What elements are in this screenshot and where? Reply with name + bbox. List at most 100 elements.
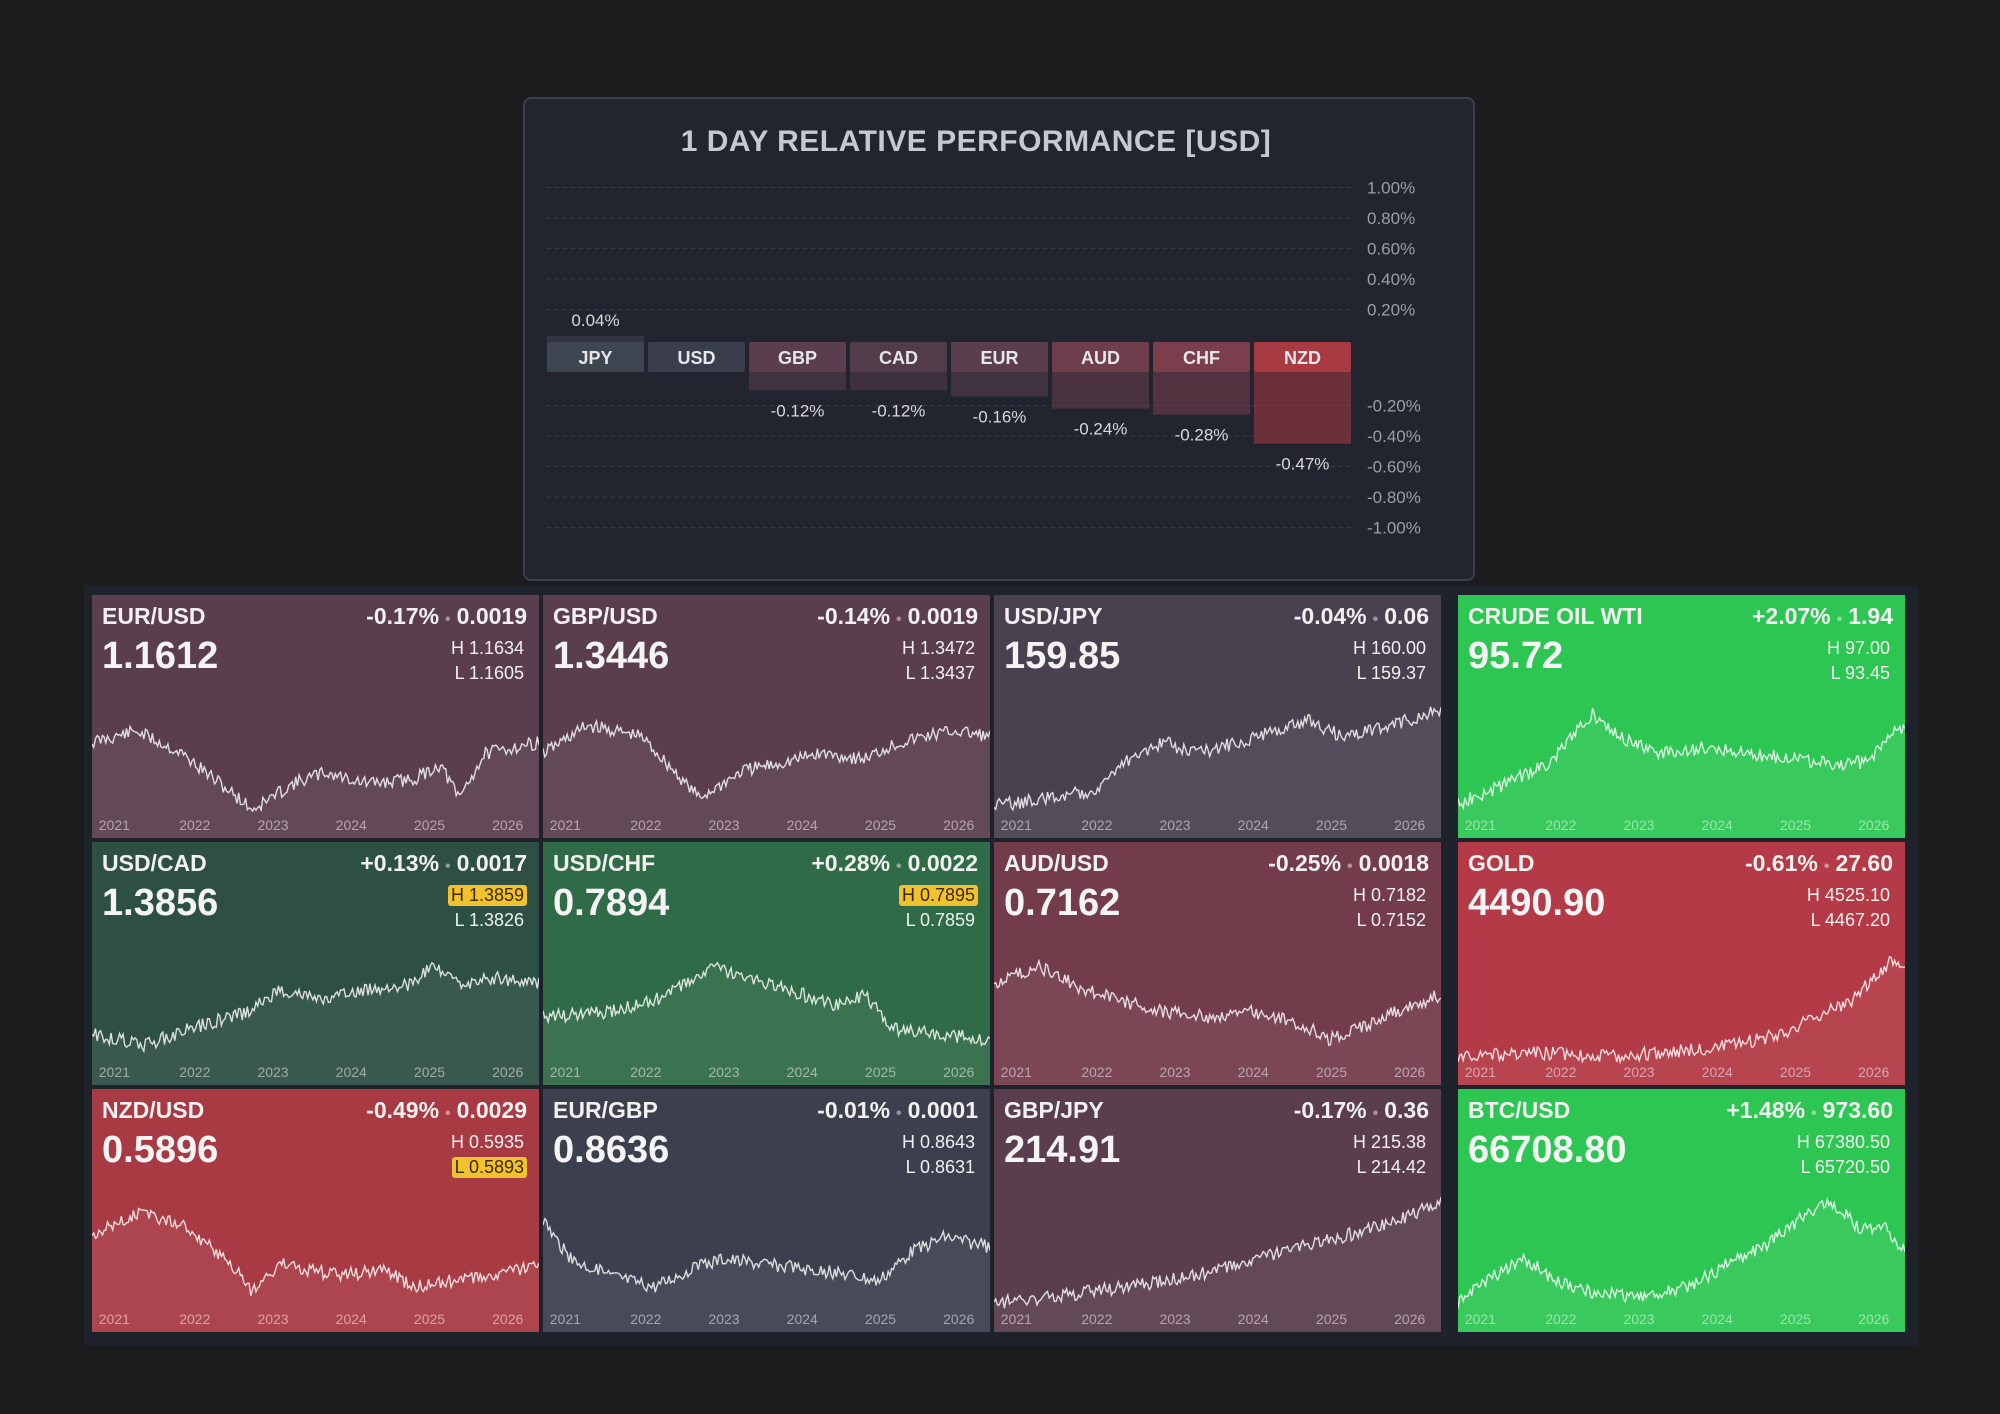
currency-label: GBP bbox=[778, 348, 817, 368]
absolute-change: 0.0018 bbox=[1358, 850, 1429, 876]
year-label: 2022 bbox=[179, 1311, 211, 1327]
day-high: H 67380.50 bbox=[1796, 1132, 1890, 1152]
price-sparkline bbox=[994, 958, 1441, 1085]
currency-label-box bbox=[749, 342, 846, 372]
ticker-tile[interactable]: GBP/USD -0.14% • 0.0019 1.3446 H 1.3472 L 1.34… bbox=[543, 595, 990, 838]
absolute-change: 0.36 bbox=[1384, 1097, 1429, 1123]
y-tick-label: -0.60% bbox=[1367, 458, 1421, 477]
percent-change: -0.01% bbox=[817, 1097, 891, 1123]
sparkline-line bbox=[92, 1207, 539, 1296]
year-label: 2021 bbox=[1464, 1064, 1496, 1080]
year-label: 2023 bbox=[257, 1311, 289, 1327]
separator-dot: • bbox=[445, 1105, 451, 1122]
year-label: 2025 bbox=[1779, 817, 1812, 833]
sparkline-line bbox=[543, 1217, 990, 1293]
ticker-tile[interactable]: GOLD -0.61% • 27.60 4490.90 H 4525.10 L 4467.2… bbox=[1458, 842, 1905, 1085]
last-price: 0.7894 bbox=[553, 882, 670, 924]
year-label: 2025 bbox=[1779, 1311, 1812, 1327]
sparkline-area bbox=[1458, 708, 1905, 838]
price-sparkline bbox=[1458, 1196, 1905, 1332]
absolute-change: 0.0019 bbox=[456, 603, 527, 629]
year-label: 2022 bbox=[630, 1311, 662, 1327]
ticker-tile[interactable]: BTC/USD +1.48% • 973.60 66708.80 H 67380.50 L … bbox=[1458, 1089, 1905, 1332]
y-tick-label: -0.80% bbox=[1367, 488, 1421, 507]
y-tick-label: 1.00% bbox=[1367, 179, 1415, 198]
absolute-change: 973.60 bbox=[1822, 1097, 1893, 1123]
absolute-change: 0.0029 bbox=[456, 1097, 527, 1123]
last-price: 95.72 bbox=[1468, 635, 1564, 677]
change-readout: -0.17% • 0.0019 bbox=[366, 603, 527, 630]
year-label: 2021 bbox=[98, 1064, 130, 1080]
currency-label: CHF bbox=[1183, 348, 1220, 368]
y-tick-label: -1.00% bbox=[1367, 519, 1421, 538]
year-label: 2025 bbox=[1315, 817, 1348, 833]
day-low: L 0.7152 bbox=[1356, 910, 1426, 930]
year-label: 2025 bbox=[864, 817, 897, 833]
day-high: H 0.7182 bbox=[1352, 885, 1426, 905]
year-label: 2022 bbox=[1081, 1064, 1113, 1080]
currency-label-box bbox=[648, 342, 745, 372]
year-axis: 2021 2022 2023 2024 2025 2026 bbox=[92, 1311, 539, 1329]
sparkline-area bbox=[994, 706, 1441, 838]
currency-label-box bbox=[1254, 342, 1351, 372]
ticker-tile[interactable]: EUR/GBP -0.01% • 0.0001 0.8636 H 0.8643 L 0.86… bbox=[543, 1089, 990, 1332]
day-low: L 1.1605 bbox=[454, 663, 524, 683]
year-label: 2024 bbox=[786, 1311, 818, 1327]
year-label: 2024 bbox=[1237, 1064, 1269, 1080]
ticker-tile[interactable]: CRUDE OIL WTI +2.07% • 1.94 95.72 H 97.00 L 93… bbox=[1458, 595, 1905, 838]
sparkline-area bbox=[92, 726, 539, 838]
change-readout: -0.04% • 0.06 bbox=[1294, 603, 1429, 630]
bar bbox=[1153, 372, 1250, 415]
year-label: 2026 bbox=[1858, 817, 1890, 833]
ticker-tile[interactable]: GBP/JPY -0.17% • 0.36 214.91 H 215.38 L 214.42… bbox=[994, 1089, 1441, 1332]
relative-performance-panel: 1 DAY RELATIVE PERFORMANCE [USD] 1.00% 0.… bbox=[523, 97, 1475, 581]
year-axis: 2021 2022 2023 2024 2025 2026 bbox=[1458, 817, 1905, 835]
ticker-tile[interactable]: USD/CHF +0.28% • 0.0022 0.7894 H 0.7895 L 0.78… bbox=[543, 842, 990, 1085]
absolute-change: 1.94 bbox=[1848, 603, 1893, 629]
sparkline-area bbox=[994, 960, 1441, 1085]
separator-dot: • bbox=[896, 858, 902, 875]
year-axis: 2021 2022 2023 2024 2025 2026 bbox=[1458, 1311, 1905, 1329]
year-label: 2024 bbox=[1701, 817, 1733, 833]
last-price: 66708.80 bbox=[1468, 1129, 1627, 1171]
absolute-change: 0.0019 bbox=[907, 603, 978, 629]
ticker-symbol: CRUDE OIL WTI bbox=[1468, 603, 1643, 629]
year-label: 2026 bbox=[943, 1064, 975, 1080]
ticker-symbol: GBP/USD bbox=[553, 603, 658, 629]
sparkline-area bbox=[1458, 1199, 1905, 1332]
percent-change: +1.48% bbox=[1726, 1097, 1806, 1123]
sparkline-line bbox=[543, 961, 990, 1047]
ticker-tile[interactable]: USD/CAD +0.13% • 0.0017 1.3856 H 1.3859 L 1.38… bbox=[92, 842, 539, 1085]
sparkline-line bbox=[543, 718, 990, 800]
year-label: 2024 bbox=[1237, 817, 1269, 833]
year-label: 2026 bbox=[943, 817, 975, 833]
ticker-symbol: AUD/USD bbox=[1004, 850, 1109, 876]
year-label: 2022 bbox=[179, 817, 211, 833]
year-label: 2022 bbox=[1545, 1311, 1577, 1327]
year-label: 2022 bbox=[1081, 1311, 1113, 1327]
ticker-tile[interactable]: AUD/USD -0.25% • 0.0018 0.7162 H 0.7182 L 0.71… bbox=[994, 842, 1441, 1085]
ticker-symbol: BTC/USD bbox=[1468, 1097, 1571, 1123]
currency-label-box bbox=[850, 342, 947, 372]
year-label: 2025 bbox=[864, 1311, 897, 1327]
sparkline-line bbox=[92, 961, 539, 1054]
year-label: 2021 bbox=[1464, 817, 1496, 833]
ticker-symbol: USD/CAD bbox=[102, 850, 207, 876]
ticker-symbol: NZD/USD bbox=[102, 1097, 205, 1123]
day-low: L 1.3437 bbox=[905, 663, 975, 683]
day-high: H 4525.10 bbox=[1806, 885, 1890, 905]
y-tick-label: -0.20% bbox=[1367, 397, 1421, 416]
currency-label-box bbox=[1052, 342, 1149, 372]
ticker-tile[interactable]: NZD/USD -0.49% • 0.0029 0.5896 H 0.5935 L 0.58… bbox=[92, 1089, 539, 1332]
year-label: 2023 bbox=[1159, 1311, 1191, 1327]
currency-label-box bbox=[951, 342, 1048, 372]
bar-value-label: -0.47% bbox=[1276, 455, 1330, 474]
sparkline-area bbox=[543, 1218, 990, 1332]
change-readout: -0.17% • 0.36 bbox=[1294, 1097, 1429, 1124]
sparkline-line bbox=[994, 958, 1441, 1047]
ticker-tile[interactable]: EUR/USD -0.17% • 0.0019 1.1612 H 1.1634 L 1.16… bbox=[92, 595, 539, 838]
year-label: 2022 bbox=[630, 817, 662, 833]
change-readout: -0.25% • 0.0018 bbox=[1268, 850, 1429, 877]
ticker-tile[interactable]: USD/JPY -0.04% • 0.06 159.85 H 160.00 L 159.37… bbox=[994, 595, 1441, 838]
year-label: 2026 bbox=[492, 1064, 524, 1080]
